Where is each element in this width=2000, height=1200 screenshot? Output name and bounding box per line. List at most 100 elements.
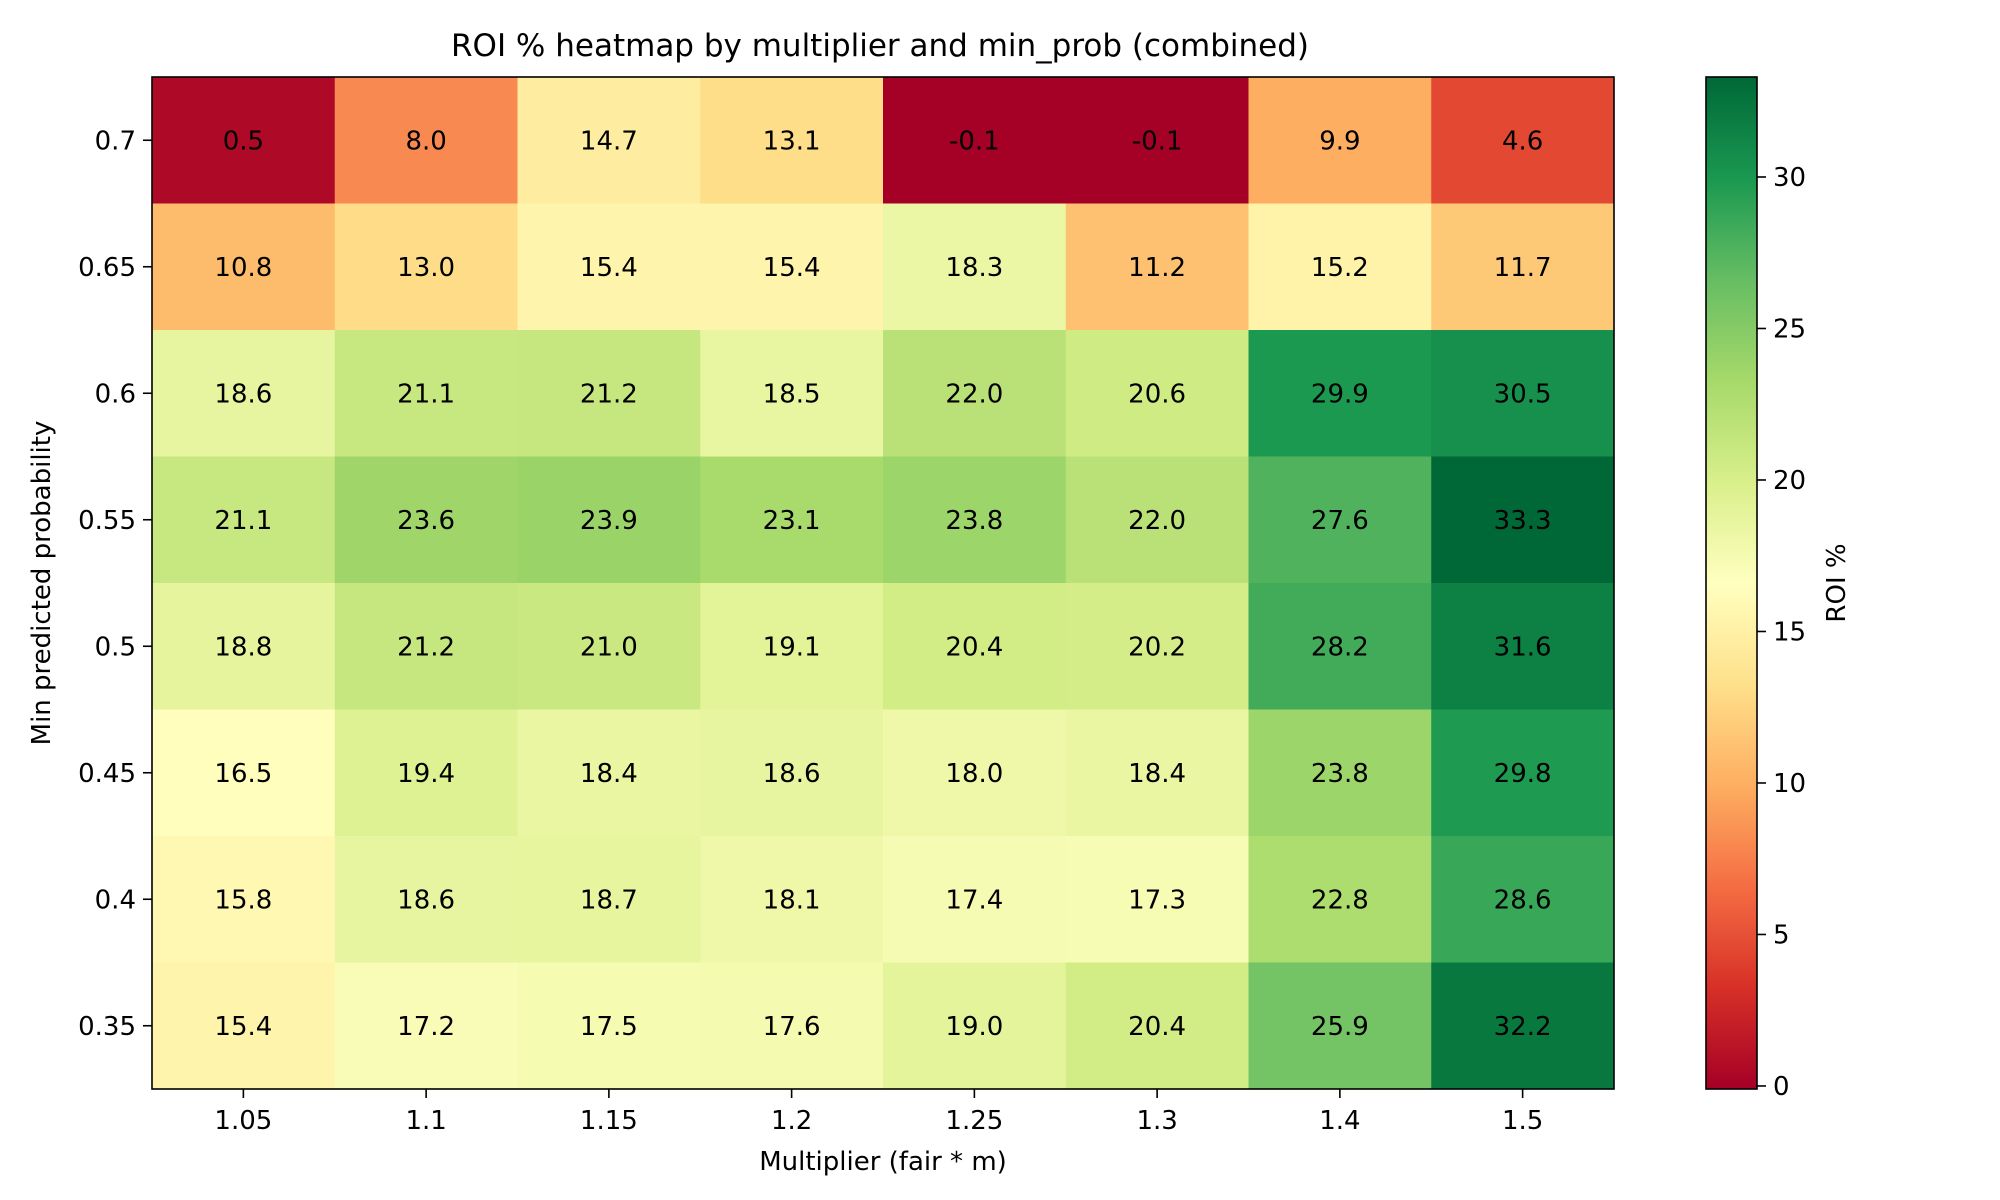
colorbar-tick-label: 0 [1773, 1072, 1790, 1102]
colorbar-tick-label: 30 [1773, 163, 1806, 193]
heatmap-cell-label: 0.5 [223, 126, 264, 156]
chart-title: ROI % heatmap by multiplier and min_prob… [451, 28, 1309, 64]
heatmap-cell-label: 16.5 [214, 759, 272, 789]
heatmap-cell [1248, 962, 1432, 1090]
heatmap-cell-label: 15.2 [1311, 253, 1369, 283]
colorbar-ticks: 0 5 10 15 20 25 30 [1757, 163, 1806, 1102]
heatmap-cell-label: 20.4 [945, 632, 1003, 662]
heatmap-cell [1248, 203, 1432, 331]
heatmap-cell [883, 77, 1067, 204]
y-tick-label: 0.55 [78, 506, 136, 536]
heatmap-cell-label: 17.3 [1128, 885, 1186, 915]
heatmap-cell-label: 15.4 [580, 253, 638, 283]
heatmap-cell [883, 962, 1067, 1090]
heatmap-cell [1065, 962, 1249, 1090]
heatmap-cell-label: 23.6 [397, 506, 455, 536]
heatmap-cell [1431, 77, 1615, 204]
y-axis-label: Min predicted probability [27, 421, 57, 746]
heatmap-cell [1431, 583, 1615, 710]
heatmap-cell-label: 21.1 [214, 506, 272, 536]
heatmap-cell [883, 203, 1067, 331]
heatmap-cell [883, 583, 1067, 710]
heatmap-cell [152, 836, 336, 963]
heatmap-cell-label: 19.4 [397, 759, 455, 789]
heatmap-cell [700, 836, 884, 963]
heatmap-cell [334, 709, 518, 837]
y-tick-label: 0.45 [78, 759, 136, 789]
heatmap-cell-label: 31.6 [1494, 632, 1552, 662]
heatmap-cell [152, 203, 336, 331]
heatmap-cell [1248, 709, 1432, 837]
heatmap-cell [1248, 77, 1432, 204]
heatmap-cell [700, 330, 884, 457]
x-tick-label: 1.3 [1136, 1106, 1177, 1136]
heatmap-cell-label: 17.6 [763, 1012, 821, 1042]
heatmap-cell [334, 583, 518, 710]
heatmap-cell [1065, 709, 1249, 837]
heatmap-cell-label: 22.8 [1311, 885, 1369, 915]
heatmap-cell-label: 11.2 [1128, 253, 1186, 283]
heatmap-cell-label: 18.6 [397, 885, 455, 915]
heatmap-cell [1431, 836, 1615, 963]
colorbar-label: ROI % [1822, 543, 1852, 622]
heatmap-cell-label: 23.1 [763, 506, 821, 536]
heatmap-cell [334, 456, 518, 584]
heatmap-cell [334, 203, 518, 331]
heatmap-cell [334, 962, 518, 1090]
heatmap-cell [517, 583, 701, 710]
y-tick-label: 0.5 [95, 632, 136, 662]
heatmap-cell [1431, 330, 1615, 457]
heatmap-cell-label: 22.0 [1128, 506, 1186, 536]
y-tick-label: 0.4 [95, 885, 136, 915]
heatmap-cell-label: 13.0 [397, 253, 455, 283]
heatmap-cell [152, 583, 336, 710]
heatmap-cell [1065, 330, 1249, 457]
heatmap-cell [517, 836, 701, 963]
y-tick-label: 0.7 [95, 126, 136, 156]
heatmap-cell [700, 962, 884, 1090]
heatmap-cell-label: 20.4 [1128, 1012, 1186, 1042]
heatmap-cell-label: 21.2 [397, 632, 455, 662]
heatmap-cell [1065, 583, 1249, 710]
x-axis-label: Multiplier (fair * m) [759, 1147, 1007, 1177]
heatmap-cell-label: 33.3 [1494, 506, 1552, 536]
heatmap-cell-label: 25.9 [1311, 1012, 1369, 1042]
y-tick-label: 0.35 [78, 1012, 136, 1042]
heatmap-cell [700, 203, 884, 331]
heatmap-cell [1431, 456, 1615, 584]
heatmap-cell-label: 21.1 [397, 379, 455, 409]
heatmap-cell [334, 330, 518, 457]
heatmap-cell-labels: 0.5 8.0 14.7 13.1 -0.1 -0.1 9.9 4.6 10.8 13.0 15.4… [214, 126, 1551, 1042]
heatmap-cell-label: 9.9 [1319, 126, 1360, 156]
heatmap-cell-label: 18.7 [580, 885, 638, 915]
heatmap-cell [517, 203, 701, 331]
heatmap-cell [334, 836, 518, 963]
x-tick-label: 1.05 [214, 1106, 272, 1136]
heatmap-cell-label: 18.1 [763, 885, 821, 915]
heatmap-cell [152, 330, 336, 457]
heatmap-cell [1248, 836, 1432, 963]
heatmap-cell-label: 18.6 [214, 379, 272, 409]
heatmap-cell [883, 330, 1067, 457]
heatmap-cell [1431, 203, 1615, 331]
heatmap-cell-label: 23.8 [1311, 759, 1369, 789]
heatmap-cell [152, 709, 336, 837]
heatmap-cell-label: 17.5 [580, 1012, 638, 1042]
heatmap-cell-label: 10.8 [214, 253, 272, 283]
heatmap-cell-label: 15.4 [214, 1012, 272, 1042]
heatmap-cell-label: 19.1 [763, 632, 821, 662]
colorbar-tick-label: 5 [1773, 920, 1790, 950]
heatmap-cell [1431, 962, 1615, 1090]
x-tick-label: 1.15 [580, 1106, 638, 1136]
heatmap-cell [700, 583, 884, 710]
heatmap-cell [1065, 456, 1249, 584]
heatmap-cell [517, 962, 701, 1090]
heatmap-cell [1248, 330, 1432, 457]
x-tick-label: 1.5 [1502, 1106, 1543, 1136]
heatmap-cell [1248, 456, 1432, 584]
x-tick-label: 1.1 [405, 1106, 446, 1136]
heatmap-cell [152, 77, 336, 204]
colorbar-tick-label: 20 [1773, 466, 1806, 496]
